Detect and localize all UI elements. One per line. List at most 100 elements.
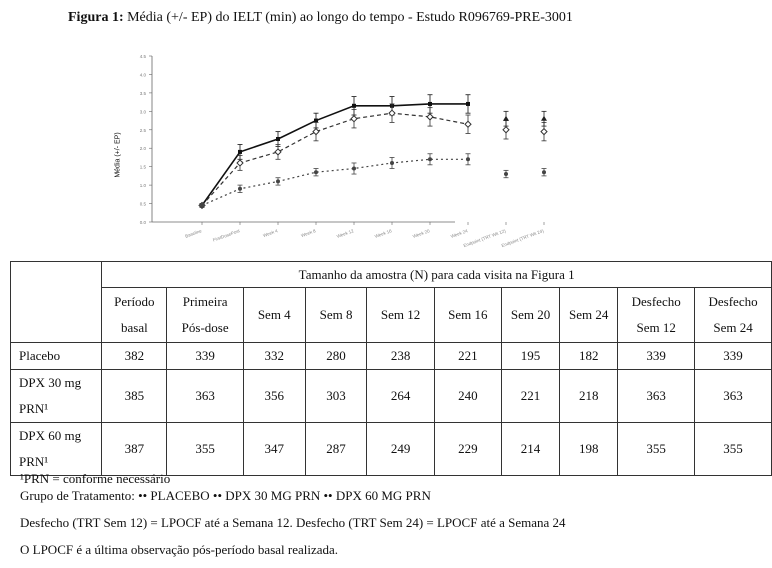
- y-tick-label: 4.0: [140, 72, 147, 77]
- table-cell: 287: [304, 422, 368, 476]
- data-point: [200, 203, 204, 208]
- data-point: [276, 137, 280, 141]
- data-point: [541, 115, 547, 121]
- table-title: Tamanho da amostra (N) para cada visita …: [101, 261, 772, 288]
- table-cell: 339: [694, 342, 772, 370]
- cell-line: Placebo: [19, 348, 61, 363]
- note-endpoint-definition: Desfecho (TRT Sem 12) = LPOCF até a Sema…: [20, 515, 566, 530]
- figure-title-text: Média (+/- EP) do IELT (min) ao longo do…: [123, 10, 573, 25]
- data-point: [350, 115, 358, 123]
- x-tick-label: Endpoint (TRT Wk 24): [501, 228, 545, 248]
- cell-line: PRN¹: [19, 401, 49, 416]
- table-header-cell: Sem 16: [433, 287, 502, 343]
- data-point: [466, 157, 470, 162]
- data-point: [466, 101, 470, 106]
- cell-line: Período: [114, 294, 155, 309]
- table-header-cell: Desfecho Sem 12: [617, 287, 696, 343]
- data-point: [540, 127, 548, 136]
- table-cell: 355: [694, 422, 772, 476]
- ielt-line-chart: 0.0 0.5 1.0 1.5 2.0 2.5 3.0 3.5 4.0 4.5 Baseline Fi…: [140, 54, 548, 248]
- cell-line: Sem 12: [380, 307, 421, 322]
- data-point: [388, 109, 396, 117]
- x-tick-label: Week 16: [374, 228, 393, 239]
- table-cell: 355: [166, 422, 244, 476]
- cell-line: DPX 30 mg: [19, 375, 82, 390]
- x-tick-label: Week 24: [450, 228, 469, 239]
- table-header-cell: Primeira Pós-dose: [166, 287, 244, 343]
- data-point: [428, 101, 432, 106]
- table-cell: 280: [304, 342, 368, 370]
- cell-line: Sem 4: [257, 307, 291, 322]
- table-header-cell: Sem 20: [500, 287, 561, 343]
- table-cell: 240: [433, 369, 502, 423]
- table-row-label: Placebo: [9, 342, 103, 370]
- table-cell: 332: [242, 342, 306, 370]
- table-cell: 303: [304, 369, 368, 423]
- table-cell: 355: [617, 422, 696, 476]
- cell-line: DPX 60 mg: [19, 428, 82, 443]
- data-point: [238, 186, 242, 191]
- cell-line: Sem 20: [510, 307, 551, 322]
- series-line: [201, 103, 468, 206]
- x-tick-label: Week 8: [300, 228, 316, 238]
- table-row-label: DPX 30 mg PRN¹: [9, 369, 103, 423]
- data-point: [352, 166, 356, 171]
- x-tick-label: Endpoint (TRT Wk 12): [463, 228, 507, 248]
- note-lpocf-definition: O LPOCF é a última observação pós-períod…: [20, 542, 339, 557]
- data-point: [238, 149, 242, 154]
- table-cell: 229: [433, 422, 502, 476]
- data-point: [314, 118, 318, 123]
- x-tick-label: Week 4: [262, 228, 278, 238]
- data-point: [236, 159, 244, 167]
- cell-line: basal: [120, 320, 148, 335]
- cell-line: Sem 24: [713, 320, 753, 335]
- table-header-cell: Desfecho Sem 24: [694, 287, 772, 343]
- series-line: [201, 158, 468, 206]
- series-line: [201, 112, 469, 206]
- y-tick-label: 2.5: [140, 128, 147, 133]
- table-header-cell: Sem 4: [242, 287, 306, 343]
- cell-line: Desfecho: [708, 294, 758, 309]
- data-point: [464, 120, 472, 128]
- table-cell: 264: [366, 369, 435, 423]
- y-tick-label: 3.0: [140, 109, 147, 114]
- table-cell: 347: [242, 422, 306, 476]
- table-header-cell: Sem 12: [366, 287, 435, 343]
- figure-title: Figura 1: Média (+/- EP) do IELT (min) a…: [68, 10, 573, 26]
- data-point: [542, 170, 546, 175]
- table-cell: 238: [366, 342, 435, 370]
- table-cell: 363: [617, 369, 696, 423]
- y-tick-label: 1.0: [140, 183, 147, 188]
- table-row-label: DPX 60 mg PRN¹: [9, 422, 103, 476]
- data-point: [274, 148, 282, 156]
- data-point: [504, 172, 508, 177]
- y-tick-label: 0.0: [140, 220, 147, 225]
- table-cell: 363: [166, 369, 244, 423]
- data-point: [503, 115, 509, 121]
- table-header-cell: Sem 8: [304, 287, 368, 343]
- table-row: Placebo 382 339 332 280 238 221 195 182 339 339: [9, 342, 772, 370]
- table-cell: 198: [559, 422, 619, 476]
- table-cell: 356: [242, 369, 306, 423]
- cell-line: PRN¹: [19, 454, 49, 469]
- table-cell: 382: [101, 342, 168, 370]
- y-tick-label: 1.5: [140, 165, 147, 170]
- table-row: DPX 60 mg PRN¹ 387 355 347 287 249 229 214 198 355…: [9, 422, 772, 476]
- cell-line: Desfecho: [631, 294, 681, 309]
- cell-line: Sem 8: [319, 307, 353, 322]
- data-point: [502, 126, 510, 134]
- table-cell: 221: [433, 342, 502, 370]
- data-point: [390, 160, 394, 165]
- x-tick-label: Baseline: [184, 228, 202, 239]
- data-point: [352, 103, 356, 108]
- cell-line: Sem 24: [569, 307, 609, 322]
- table-cell: 195: [500, 342, 561, 370]
- data-point: [428, 157, 432, 162]
- table-cell: 182: [559, 342, 619, 370]
- figure-title-prefix: Figura 1:: [68, 10, 124, 25]
- y-tick-label: 4.5: [140, 54, 147, 59]
- table-cell: 218: [559, 369, 619, 423]
- x-tick-label: FirstDosePost: [212, 228, 241, 243]
- table-cell: 214: [500, 422, 561, 476]
- cell-line: Sem 12: [636, 320, 676, 335]
